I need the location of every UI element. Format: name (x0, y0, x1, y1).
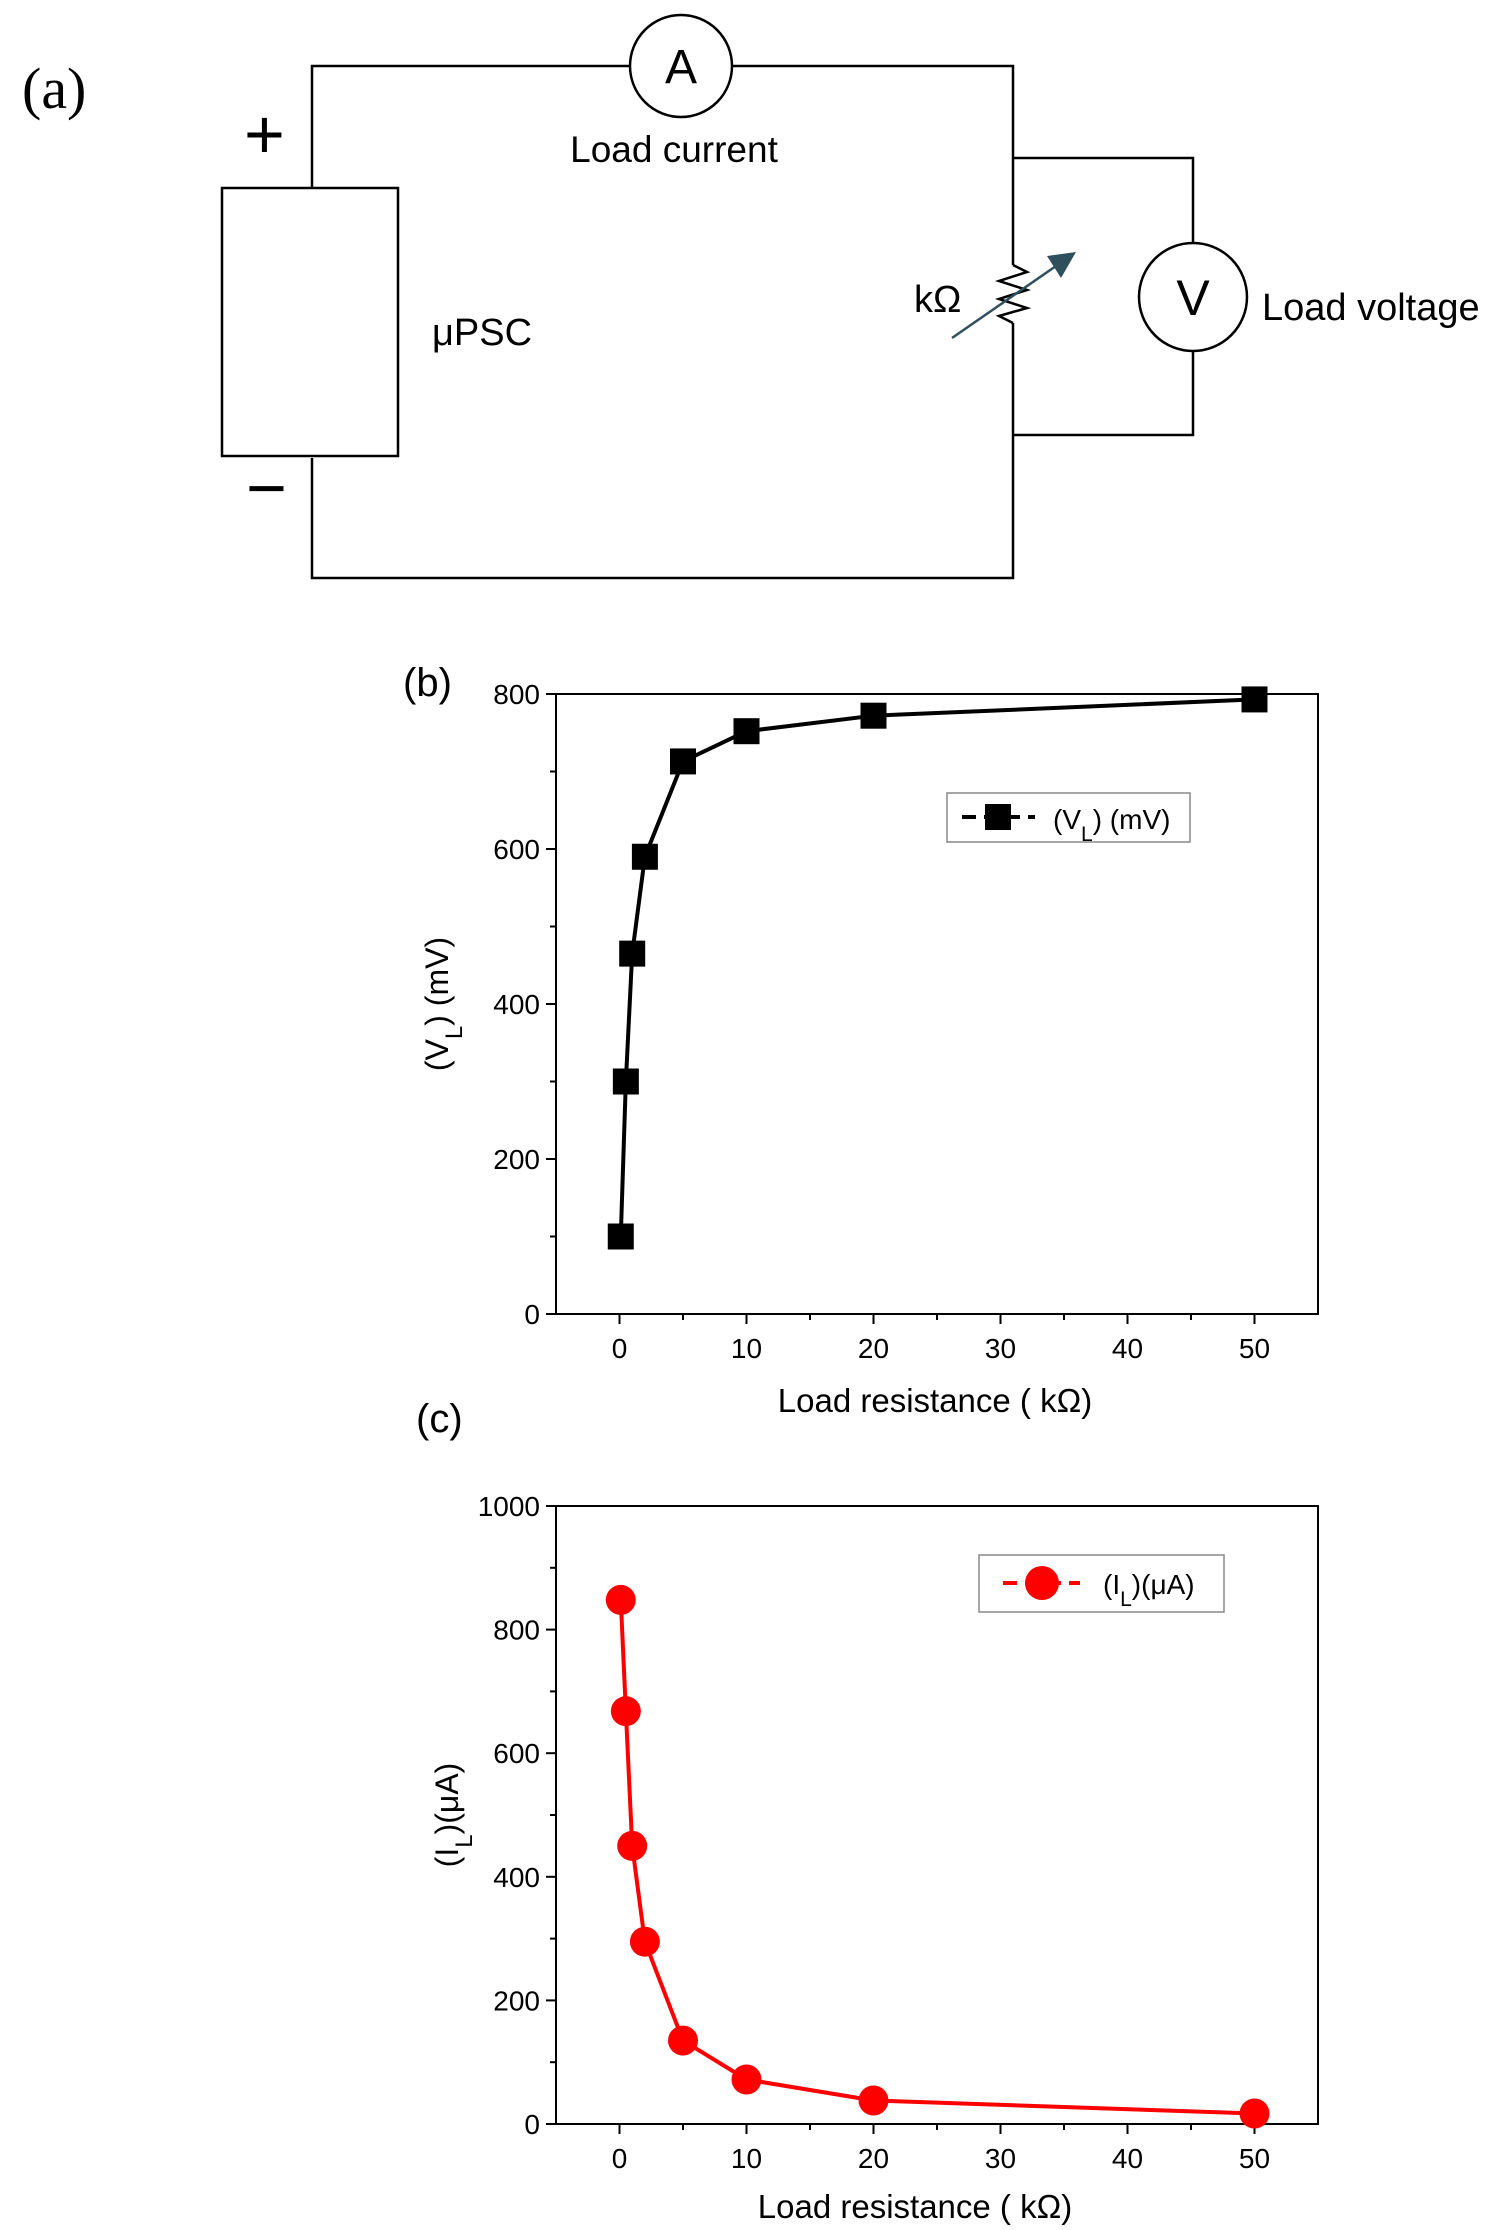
data-point (1241, 686, 1268, 713)
wire-resistor-down (310, 323, 1015, 580)
resistor-label: kΩ (914, 279, 961, 321)
panel-c-label: (c) (416, 1397, 463, 1441)
chart-c: (c) 0 10 20 30 40 50 0 200 400 600 800 1000 (IL)(μA… (416, 1397, 1319, 2225)
y-tick-label: 400 (493, 1862, 540, 1893)
y-tick-label: 0 (524, 1299, 540, 1330)
source-box (220, 186, 400, 458)
y-tick-label: 200 (493, 1985, 540, 2016)
data-point (619, 940, 646, 967)
series-line (618, 1599, 1255, 2116)
chart-b-legend-label: (VL) (mV) (1053, 804, 1170, 846)
y-tick-label: 600 (493, 1738, 540, 1769)
x-tick-label: 0 (612, 2143, 628, 2174)
y-tick-label: 600 (493, 834, 540, 865)
chart-c-ticks: 0 10 20 30 40 50 0 200 400 600 800 1000 (478, 1491, 1270, 2174)
chart-b-series (607, 686, 1268, 1250)
data-point (631, 843, 658, 870)
y-tick-label: 400 (493, 989, 540, 1020)
chart-c-legend: (IL)(μA) (978, 1554, 1225, 1613)
chart-c-xlabel: Load resistance ( kΩ) (758, 2188, 1072, 2225)
data-point (1239, 2098, 1270, 2129)
chart-b-ticks: 0 10 20 30 40 50 0 200 400 600 800 (493, 679, 1270, 1364)
chart-b-legend-marker (985, 804, 1011, 830)
voltmeter-symbol: V (1176, 270, 1210, 326)
data-point (605, 1584, 636, 1615)
resistor-arrow-shaft (951, 264, 1057, 340)
data-point (612, 1068, 639, 1095)
chart-c-legend-box (978, 1554, 1225, 1613)
chart-c-ylabel: (IL)(μA) (429, 1763, 478, 1868)
chart-b-frame (555, 693, 1319, 1315)
x-tick-label: 20 (858, 2143, 889, 2174)
ammeter-symbol: A (665, 41, 697, 94)
voltmeter-caption: Load voltage (1262, 287, 1480, 329)
x-tick-label: 40 (1112, 1333, 1143, 1364)
series-line (618, 697, 1255, 1237)
y-tick-label: 200 (493, 1144, 540, 1175)
voltmeter-circle (1137, 241, 1249, 353)
y-tick-label: 800 (493, 1615, 540, 1646)
wire-voltmeter-branch (1013, 156, 1195, 437)
chart-c-legend-marker (1025, 1566, 1059, 1600)
x-tick-label: 10 (731, 1333, 762, 1364)
y-tick-label: 1000 (478, 1491, 540, 1522)
ammeter-caption: Load current (570, 129, 778, 170)
x-tick-label: 20 (858, 1333, 889, 1364)
y-tick-label: 0 (524, 2109, 540, 2140)
ammeter-circle (628, 13, 734, 119)
data-point (610, 1696, 641, 1727)
minus-sign: − (246, 449, 287, 527)
chart-b-legend: (VL) (mV) (946, 792, 1191, 846)
y-tick-label: 800 (493, 679, 540, 710)
data-point (670, 748, 696, 775)
data-point (858, 2085, 889, 2116)
chart-c-legend-label: (IL)(μA) (1103, 1569, 1195, 1611)
x-tick-label: 50 (1239, 2143, 1270, 2174)
chart-b: (b) 0 10 20 30 40 50 0 200 400 600 800 (VL) (mV) L… (403, 661, 1319, 1419)
source-label: μPSC (432, 312, 532, 354)
x-tick-label: 40 (1112, 2143, 1143, 2174)
data-point (617, 1830, 648, 1861)
x-tick-label: 0 (612, 1333, 628, 1364)
chart-b-xlabel: Load resistance ( kΩ) (778, 1382, 1092, 1419)
x-tick-label: 10 (731, 2143, 762, 2174)
chart-c-series (605, 1584, 1270, 2129)
wire-top-right (732, 64, 1015, 265)
data-point (629, 1926, 660, 1957)
x-tick-label: 30 (985, 2143, 1016, 2174)
panel-a-label: (a) (22, 56, 86, 121)
chart-b-ylabel: (VL) (mV) (419, 937, 468, 1071)
data-point (731, 2064, 762, 2095)
circuit-diagram: (a) μPSC + − A Load current kΩ V Load vo… (22, 13, 1480, 580)
plus-sign: + (244, 95, 285, 173)
resistor-arrow-head (1047, 252, 1076, 278)
x-tick-label: 50 (1239, 1333, 1270, 1364)
data-point (668, 2025, 698, 2056)
wire-top-left (310, 64, 630, 188)
data-point (733, 718, 760, 745)
x-tick-label: 30 (985, 1333, 1016, 1364)
data-point (607, 1223, 634, 1250)
panel-b-label: (b) (403, 661, 452, 705)
data-point (860, 702, 887, 729)
resistor-zigzag (994, 263, 1032, 325)
